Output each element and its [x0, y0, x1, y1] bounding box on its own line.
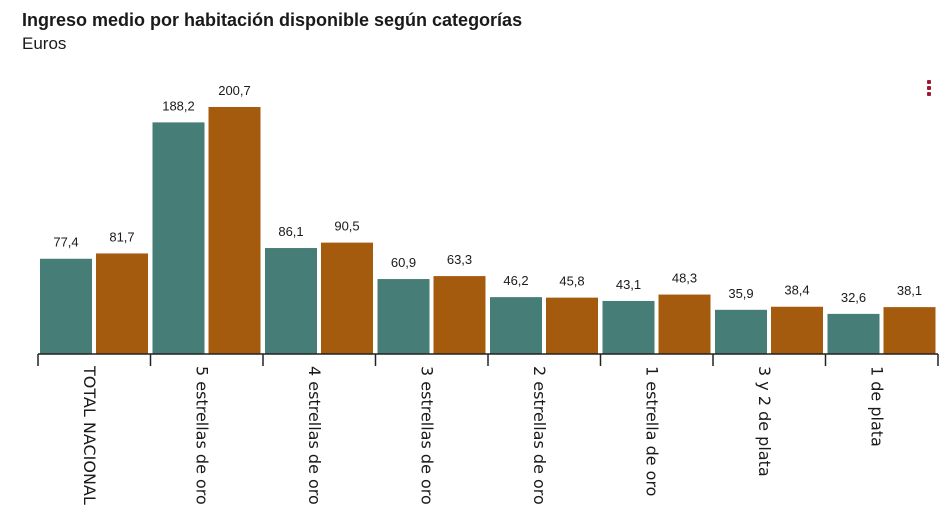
- category-label: 1 estrella de oro: [642, 366, 661, 496]
- chart-subtitle: Euros: [22, 34, 67, 53]
- bar: [490, 297, 542, 354]
- bar: [658, 294, 711, 354]
- category-label: 3 estrellas de oro: [417, 366, 436, 505]
- data-label: 38,1: [897, 283, 922, 298]
- data-label: 200,7: [218, 83, 251, 98]
- bar: [827, 313, 880, 354]
- category-label: 5 estrellas de oro: [192, 366, 211, 505]
- kebab-menu-icon[interactable]: [924, 78, 934, 98]
- category-label: 4 estrellas de oro: [305, 366, 324, 505]
- data-label: 32,6: [841, 290, 866, 305]
- bar: [377, 279, 430, 354]
- bar: [321, 242, 373, 354]
- bar: [208, 107, 261, 354]
- data-label: 90,5: [334, 219, 359, 234]
- data-label: 63,3: [447, 252, 472, 267]
- bar: [883, 307, 936, 354]
- data-label: 188,2: [162, 98, 195, 113]
- data-label: 46,2: [503, 273, 528, 288]
- data-label: 48,3: [672, 271, 697, 286]
- bar: [602, 300, 655, 354]
- data-label: 45,8: [559, 274, 584, 289]
- chart-title: Ingreso medio por habitación disponible …: [22, 10, 523, 30]
- bar: [40, 258, 92, 354]
- data-label: 60,9: [391, 255, 416, 270]
- bar: [152, 122, 205, 354]
- category-label: TOTAL NACIONAL: [80, 365, 99, 505]
- data-label: 86,1: [278, 224, 303, 239]
- bar: [265, 248, 317, 354]
- category-label: 2 estrellas de oro: [530, 366, 549, 505]
- bar: [771, 306, 823, 354]
- bar: [96, 253, 148, 354]
- bar: [546, 297, 598, 354]
- data-label: 81,7: [109, 229, 134, 244]
- data-label: 77,4: [53, 235, 78, 250]
- category-label: 3 y 2 de plata: [755, 366, 774, 477]
- bar: [433, 276, 486, 354]
- category-label: 1 de plata: [867, 366, 886, 447]
- data-label: 38,4: [784, 283, 809, 298]
- data-label: 43,1: [616, 277, 641, 292]
- data-label: 35,9: [728, 286, 753, 301]
- bar: [715, 309, 767, 354]
